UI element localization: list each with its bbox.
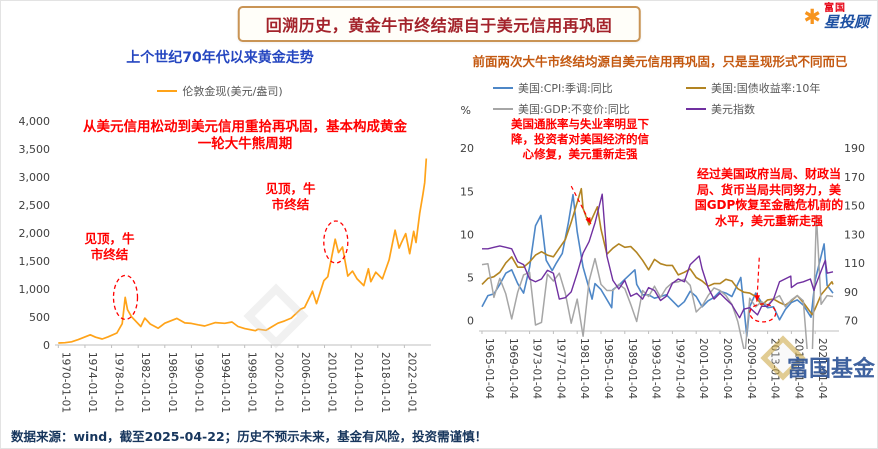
svg-text:1997-01-04: 1997-01-04 [673,338,685,399]
line-swatch-icon [686,107,706,111]
svg-text:1970-01-01: 1970-01-01 [59,352,71,413]
macro-annotation-1-emphasis: 美元重新走强 [568,146,638,161]
line-swatch-icon [493,86,513,90]
svg-text:1990-01-01: 1990-01-01 [192,352,204,413]
svg-text:2014-01-01: 2014-01-01 [352,352,364,413]
svg-text:2006-01-01: 2006-01-01 [299,352,311,413]
gold-chart-title: 上个世纪70年代以来黄金走势 [126,50,314,66]
legend-label-dollar-index: 美元指数 [711,103,755,116]
svg-text:2018-01-01: 2018-01-01 [379,352,391,413]
svg-text:1982-01-01: 1982-01-01 [139,352,151,413]
svg-text:10: 10 [460,228,474,241]
svg-text:0: 0 [467,315,474,328]
legend-label-cpi: 美国:CPI:季调:同比 [518,82,613,95]
svg-text:1977-01-04: 1977-01-04 [554,338,566,399]
gold-peak-label-1980: 见顶，牛市终结 [84,231,135,262]
macro-annotation-2-emphasis: 美元重新走强 [751,213,824,228]
svg-text:4,000: 4,000 [19,115,51,128]
macro-annotation-2-text: 经过美国政府当局、财政当局、货币当局共同努力，美国GDP恢复至金融危机前的水平， [694,167,844,228]
svg-text:70: 70 [844,315,858,328]
svg-text:2002-01-01: 2002-01-01 [272,352,284,413]
svg-text:150: 150 [844,200,865,213]
svg-text:1978-01-01: 1978-01-01 [113,352,125,413]
svg-text:1974-01-01: 1974-01-01 [86,352,98,413]
brand-name: 星投顾 [823,12,869,31]
legend-item-cpi: 美国:CPI:季调:同比 [441,80,676,96]
svg-text:1981-01-04: 1981-01-04 [578,338,590,399]
svg-text:170: 170 [844,171,865,184]
line-swatch-icon [493,107,513,111]
svg-text:1989-01-04: 1989-01-04 [626,338,638,399]
svg-text:1985-01-04: 1985-01-04 [602,338,614,399]
disclaimer: 数据来源：wind，截至2025-04-22；历史不预示未来，基金有风险，投资需… [11,429,488,444]
macro-annotation-1: 美国通胀率与失业率明显下降，投资者对美国经济的信心修复，美元重新走强 [509,117,651,162]
macro-indicators-chart: 0 5 10 15 20 70 90 110 130 150 170 190 1965-01-04 196… [460,104,865,399]
svg-text:3,000: 3,000 [19,171,51,184]
svg-text:2001-01-04: 2001-01-04 [697,338,709,399]
svg-text:2013-01-04: 2013-01-04 [769,338,781,399]
svg-text:2022-01-01: 2022-01-01 [405,352,417,413]
svg-text:500: 500 [29,311,50,324]
svg-text:0: 0 [43,339,50,352]
svg-text:1,000: 1,000 [19,283,51,296]
svg-text:2,500: 2,500 [19,199,51,212]
svg-text:%: % [461,104,471,117]
svg-text:1,500: 1,500 [19,255,51,268]
brand-logo: ✱ 富国 星投顾 [803,3,869,31]
svg-text:3,500: 3,500 [19,143,51,156]
legend-label-gold: 伦敦金现(美元/盎司) [182,85,283,98]
line-swatch-icon [686,86,706,90]
gold-price-chart: 0 500 1,000 1,500 2,000 2,500 3,000 3,500 4,000 1… [19,115,431,413]
svg-text:1973-01-04: 1973-01-04 [531,338,543,399]
page-title: 回溯历史，黄金牛市终结源自于美元信用再巩固 [237,6,641,42]
page-title-text: 回溯历史，黄金牛市终结源自于美元信用再巩固 [265,16,613,35]
svg-text:2017-01-04: 2017-01-04 [792,338,804,399]
line-swatch-icon [157,89,178,93]
svg-text:110: 110 [844,257,865,270]
macro-annotation-1-text: 美国通胀率与失业率明显下降，投资者对美国经济的信心修复， [511,117,649,161]
brand-mark: 富国 [823,3,846,14]
svg-text:2010-01-01: 2010-01-01 [326,352,338,413]
svg-text:130: 130 [844,228,865,241]
legend-item-dollar-index: 美元指数 [676,101,878,117]
watermark: 富国基金 [760,335,875,383]
svg-text:15: 15 [460,185,474,198]
svg-text:1993-01-04: 1993-01-04 [650,338,662,399]
watermark-text: 富国基金 [786,357,875,382]
macro-chart-legend: 美国:CPI:季调:同比 美国:国债收益率:10年 美国:GDP:不变价:同比 … [441,80,878,117]
svg-text:5: 5 [467,272,474,285]
gold-annotation-main: 从美元信用松动到美元信用重拾再巩固，基本构成黄金一轮大牛熊周期 [83,119,407,153]
legend-label-treasury: 美国:国债收益率:10年 [711,82,821,95]
svg-text:2,000: 2,000 [19,227,51,240]
gold-peak-label-2011: 见顶，牛市终结 [265,181,316,212]
gold-chart-legend: 伦敦金现(美元/盎司) [5,83,435,99]
svg-text:90: 90 [844,286,858,299]
macro-annotation-2: 经过美国政府当局、财政当局、货币当局共同努力，美国GDP恢复至金融危机前的水平，… [693,167,845,229]
legend-item-treasury: 美国:国债收益率:10年 [676,80,878,96]
macro-chart-title: 前面两次大牛市终结均源自美元信用再巩固，只是呈现形式不同而已 [472,54,848,69]
svg-text:20: 20 [460,142,474,155]
svg-text:2021-01-04: 2021-01-04 [816,338,828,399]
svg-text:1994-01-01: 1994-01-01 [219,352,231,413]
svg-text:1986-01-01: 1986-01-01 [166,352,178,413]
star-icon: ✱ [803,4,821,29]
svg-text:2005-01-04: 2005-01-04 [721,338,733,399]
svg-text:1965-01-04: 1965-01-04 [483,338,495,399]
svg-text:1998-01-01: 1998-01-01 [246,352,258,413]
svg-text:190: 190 [844,142,865,155]
legend-label-gdp: 美国:GDP:不变价:同比 [518,103,630,116]
legend-item-gdp: 美国:GDP:不变价:同比 [441,101,676,117]
svg-text:1969-01-04: 1969-01-04 [507,338,519,399]
svg-text:2009-01-04: 2009-01-04 [745,338,757,399]
